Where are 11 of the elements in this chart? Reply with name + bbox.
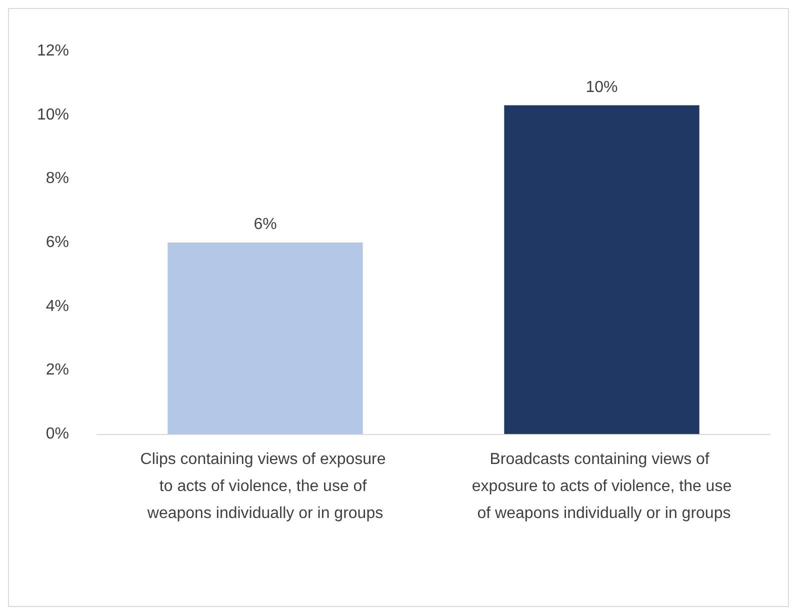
data-label: 6%	[254, 216, 277, 233]
y-tick-label: 6%	[46, 234, 69, 251]
x-tick-label: Clips containing views of exposure to acts of violence, the use of weapons individually or in groups	[140, 451, 390, 522]
y-tick-label: 12%	[36, 42, 69, 60]
y-tick-label: 0%	[46, 426, 69, 442]
y-tick-label: 4%	[46, 298, 69, 315]
x-tick-label: Broadcasts containing views of exposure to acts of violence, the use of weapons individually or in groups	[472, 451, 732, 522]
data-label: 10%	[586, 78, 618, 96]
y-tick-label: 2%	[46, 362, 69, 379]
y-tick-label: 8%	[46, 170, 69, 188]
y-tick-label: 10%	[36, 106, 69, 124]
